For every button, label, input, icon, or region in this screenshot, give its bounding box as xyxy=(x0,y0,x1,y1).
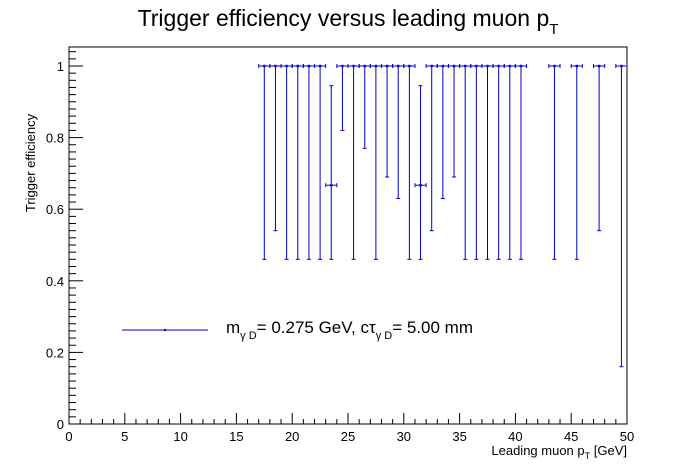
point-marker xyxy=(519,64,523,68)
x-tick-label: 15 xyxy=(229,429,243,444)
chart-title-main: Trigger efficiency versus leading muon p xyxy=(138,5,550,31)
x-tick-label: 0 xyxy=(65,429,72,444)
x-tick-label: 30 xyxy=(397,429,411,444)
legend-marker xyxy=(164,329,166,331)
data-point xyxy=(325,85,338,260)
data-point xyxy=(414,85,427,260)
data-point xyxy=(291,64,304,260)
data-point xyxy=(403,64,416,260)
point-marker xyxy=(285,64,288,68)
legend-ctau-value: = 5.00 mm xyxy=(392,318,473,337)
point-marker xyxy=(352,64,355,68)
x-tick-label: 40 xyxy=(508,429,522,444)
data-point xyxy=(548,64,561,260)
point-marker xyxy=(475,64,478,68)
x-axis-label-suffix: [GeV] xyxy=(590,443,627,458)
point-marker xyxy=(508,64,512,68)
x-tick-label: 5 xyxy=(121,429,128,444)
data-point xyxy=(447,64,461,178)
data-point xyxy=(302,64,316,260)
legend: mγ D= 0.275 GeV, cτγ D= 5.00 mm xyxy=(122,318,473,342)
data-point xyxy=(593,64,606,232)
x-axis-label: Leading muon pT [GeV] xyxy=(491,443,627,461)
chart-title: Trigger efficiency versus leading muon p… xyxy=(138,5,559,38)
legend-label: mγ D= 0.275 GeV, cτγ D= 5.00 mm xyxy=(226,318,473,342)
x-tick-label: 50 xyxy=(620,429,634,444)
legend-m-sub: γ D xyxy=(240,330,257,342)
legend-ctau: cτ xyxy=(361,318,377,337)
y-tick-label: 0.8 xyxy=(46,131,64,146)
point-marker xyxy=(408,64,411,68)
point-marker xyxy=(497,64,500,68)
point-marker xyxy=(330,184,333,187)
x-tick-label: 45 xyxy=(564,429,578,444)
point-marker xyxy=(374,64,378,68)
x-axis-label-main: Leading muon p xyxy=(491,443,584,458)
data-point xyxy=(514,64,528,260)
point-marker xyxy=(620,64,623,68)
data-point xyxy=(615,64,628,368)
y-tick-label: 0.2 xyxy=(46,345,64,360)
point-marker xyxy=(397,64,400,68)
y-axis-label: Trigger efficiency xyxy=(23,113,38,212)
point-marker xyxy=(463,64,467,68)
point-marker xyxy=(452,64,456,68)
point-marker xyxy=(597,64,601,68)
point-marker xyxy=(318,64,322,68)
y-tick-label: 0.4 xyxy=(46,274,64,289)
point-marker xyxy=(430,64,433,68)
legend-m: m xyxy=(226,318,240,337)
point-marker xyxy=(441,64,445,68)
point-marker xyxy=(486,64,489,68)
point-marker xyxy=(419,184,422,187)
data-point xyxy=(570,64,583,260)
x-axis: 0 5 10 15 20 25 30 35 40 45 50 xyxy=(65,413,634,444)
point-marker xyxy=(341,64,344,68)
y-tick-label: 0.6 xyxy=(46,202,64,217)
point-marker xyxy=(363,64,366,68)
point-marker xyxy=(296,64,299,68)
data-series xyxy=(258,64,628,368)
data-point xyxy=(314,64,327,260)
chart-title-sub: T xyxy=(549,21,558,38)
x-tick-label: 10 xyxy=(173,429,187,444)
y-tick-label: 0 xyxy=(57,417,64,432)
x-tick-label: 20 xyxy=(285,429,299,444)
point-marker xyxy=(553,64,556,68)
x-tick-label: 25 xyxy=(341,429,355,444)
y-axis: 0 0.2 0.4 0.6 0.8 1 xyxy=(46,51,83,432)
point-marker xyxy=(575,64,578,68)
legend-ctau-sub: γ D xyxy=(376,330,393,342)
data-point xyxy=(336,64,349,131)
y-tick-label: 1 xyxy=(57,59,64,74)
x-axis-label-sub: T xyxy=(585,451,591,461)
legend-mass: = 0.275 GeV, xyxy=(257,318,361,337)
point-marker xyxy=(263,64,266,68)
x-tick-label: 35 xyxy=(452,429,466,444)
point-marker xyxy=(274,64,277,68)
point-marker xyxy=(385,64,389,68)
point-marker xyxy=(307,64,311,68)
data-point xyxy=(369,64,382,260)
